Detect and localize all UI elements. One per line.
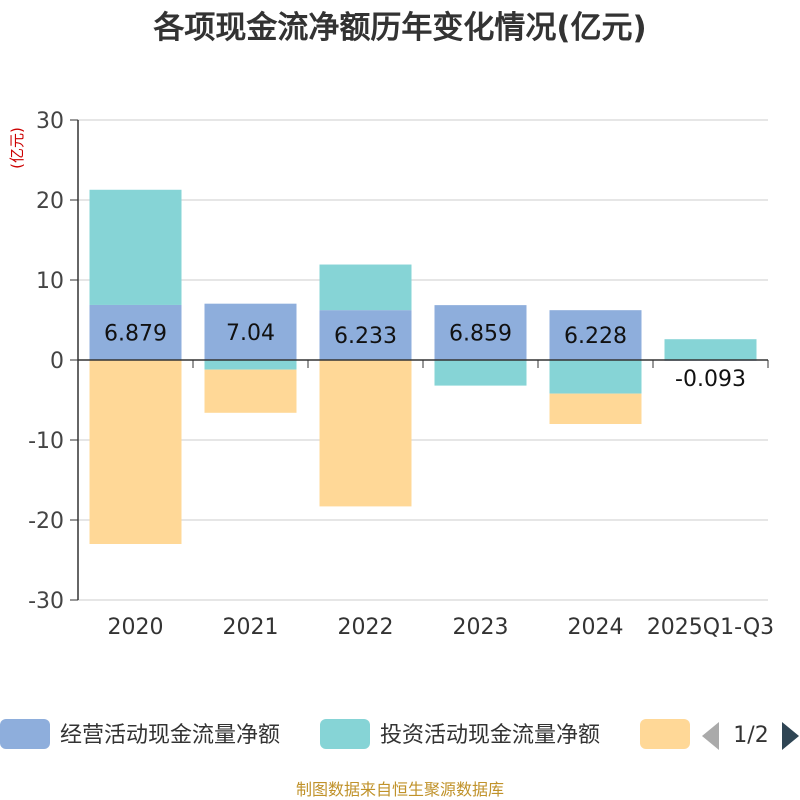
chart-title: 各项现金流净额历年变化情况(亿元) xyxy=(152,10,646,46)
bar-series-2 xyxy=(549,360,642,394)
bar-series-1 xyxy=(89,304,182,360)
legend[interactable]: 经营活动现金流量净额 投资活动现金流量净额 1/2 xyxy=(0,719,799,750)
data-label: 6.859 xyxy=(449,322,512,347)
data-label: -0.093 xyxy=(675,367,746,392)
bar-series-3 xyxy=(319,360,412,507)
bar-series-3 xyxy=(549,393,642,424)
y-tick-label: -10 xyxy=(28,429,64,454)
bar-series-1 xyxy=(549,310,642,360)
legend-next-page-icon[interactable] xyxy=(782,722,799,750)
legend-swatch[interactable] xyxy=(640,719,690,749)
legend-prev-page-icon[interactable] xyxy=(702,722,719,750)
bar-series-1 xyxy=(319,310,412,360)
legend-swatch[interactable] xyxy=(320,719,370,749)
bar-series-3 xyxy=(89,360,182,544)
x-tick-label: 2024 xyxy=(568,615,624,640)
x-tick-label: 2022 xyxy=(338,615,394,640)
legend-label[interactable]: 经营活动现金流量净额 xyxy=(60,723,280,748)
bar-series-2 xyxy=(434,360,527,386)
x-tick-label: 2020 xyxy=(108,615,164,640)
y-tick-label: 0 xyxy=(50,349,64,374)
y-tick-label: 10 xyxy=(36,269,64,294)
source-note: 制图数据来自恒生聚源数据库 xyxy=(296,780,504,799)
y-axis-unit-label: (亿元) xyxy=(8,127,26,169)
x-tick-label: 2021 xyxy=(223,615,279,640)
bar-series-1 xyxy=(434,305,527,360)
bar-series-2 xyxy=(89,189,182,305)
bar-series-2 xyxy=(664,339,757,360)
y-tick-label: 20 xyxy=(36,189,64,214)
data-label: 6.228 xyxy=(564,324,627,349)
data-label: 7.04 xyxy=(226,321,275,346)
legend-page-indicator: 1/2 xyxy=(733,723,768,748)
data-labels: 6.879 7.04 6.233 6.859 6.228 -0.093 xyxy=(104,321,746,392)
y-tick-label: 30 xyxy=(36,109,64,134)
y-tick-label: -20 xyxy=(28,509,64,534)
data-label: 6.879 xyxy=(104,321,167,346)
axes: 30 20 10 0 -10 -20 -30 2020 2021 2022 2023 2024 2025… xyxy=(28,109,774,640)
x-tick-label: 2025Q1-Q3 xyxy=(647,615,774,640)
y-tick-label: -30 xyxy=(28,589,64,614)
x-tick-label: 2023 xyxy=(453,615,509,640)
bar-series-2 xyxy=(204,360,297,370)
bar-series xyxy=(89,189,757,544)
legend-swatch[interactable] xyxy=(0,719,50,749)
bar-series-2 xyxy=(319,264,412,311)
bar-series-1 xyxy=(204,303,297,360)
data-label: 6.233 xyxy=(334,324,397,349)
legend-label[interactable]: 投资活动现金流量净额 xyxy=(380,723,600,748)
bar-series-3 xyxy=(204,369,297,413)
